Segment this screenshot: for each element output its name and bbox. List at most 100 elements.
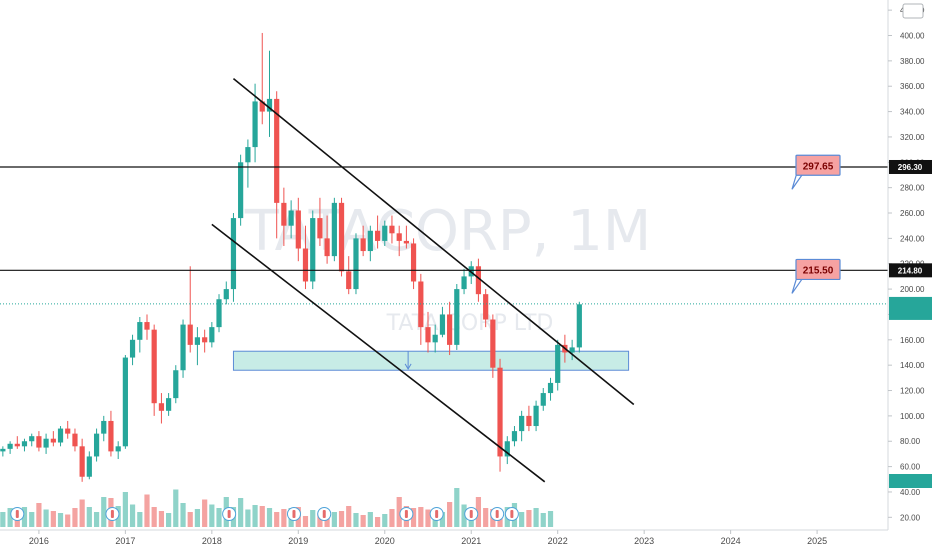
price-tick-label: 60.00 [900,463,921,472]
event-icon [10,507,25,521]
event-icon [504,507,519,521]
candle-body [382,225,388,241]
volume-bar [353,513,359,527]
volume-bar [36,503,42,527]
volume-bar [144,494,150,527]
candle-body [245,147,251,163]
volume-bar [21,507,28,527]
volume-bar [7,508,13,527]
volume-bar [57,513,64,527]
volume-bar [367,512,373,527]
volume-bar [389,509,395,527]
candle-body [295,210,301,249]
volume-bar [540,513,546,527]
candle-body [158,403,165,411]
price-tick-label: 80.00 [900,437,921,446]
volume-bar [281,509,287,527]
event-icon-mark [495,510,499,518]
candle-body [519,415,525,432]
candle-body [252,101,258,148]
candle-body [223,289,229,300]
volume-bar [302,516,309,527]
candle-body [187,324,193,345]
candle-body [86,456,92,477]
candle-body [576,304,582,348]
volume-bar [252,505,258,527]
volume-bar [526,510,532,527]
candle-body [79,446,85,477]
candle-body [353,238,359,290]
volume-bar [274,512,280,527]
candle-body [396,233,402,241]
volume-bar [382,514,388,527]
candle-body [57,428,64,443]
candle-body [194,337,201,345]
volume-bar [101,497,107,527]
volume-bar [50,511,56,527]
volume-label [889,474,932,488]
price-callout: 215.50 [791,258,841,294]
candle-body [331,202,337,257]
measure-arrowhead [404,363,412,370]
volume-bar [65,514,71,527]
volume-bar [461,504,467,527]
event-icon [399,507,414,521]
price-tick-label: 40.00 [900,488,921,497]
time-tick-label: 2024 [721,536,741,546]
candle-body [238,162,244,219]
event-icon-mark [322,510,326,518]
volume-bar [0,512,6,527]
candle-body [374,230,381,241]
candle-body [302,248,309,282]
candle-body [101,420,107,434]
volume-bar [79,499,85,527]
volume-bar [187,512,193,527]
candle-body [483,294,489,320]
price-tick-label: 320.00 [900,133,925,142]
volume-bar [317,513,323,527]
time-tick-label: 2021 [461,536,481,546]
candle-body [490,319,496,368]
price-tick-label: 200.00 [900,285,925,294]
time-tick-label: 2025 [807,536,827,546]
candle-body [129,339,136,358]
candle-body [367,230,373,252]
time-tick-label: 2018 [202,536,222,546]
volume-bar [259,506,265,527]
candle-body [555,344,561,383]
volume-bar [346,506,352,527]
event-icon-mark [15,510,19,518]
channel-trendline [211,223,546,483]
candle-body [0,448,6,452]
candle-body [122,357,128,447]
price-tick-label: 400.00 [900,32,925,41]
volume-bar [43,509,49,527]
event-icon-mark [110,510,114,518]
candle-body [274,98,280,203]
volume-bar [173,489,179,527]
candle-body [432,334,438,343]
candle-body [360,238,366,252]
candle-body [410,243,417,282]
volume-bar [137,512,143,527]
candle-body [346,271,352,290]
volume-bar [533,508,539,527]
price-tick-label: 20.00 [900,513,921,522]
volume-bar [129,504,136,527]
volume-bar [266,508,273,527]
candle-body [389,225,395,234]
candle-body [50,438,56,443]
candle-body [317,218,323,239]
time-tick-label: 2020 [375,536,395,546]
volume-bar [324,517,330,527]
candle-body [533,405,539,427]
support-zone [232,350,630,371]
time-tick-label: 2017 [115,536,135,546]
candle-body [439,314,446,335]
price-tick-label: 260.00 [900,209,925,218]
candle-body [173,370,179,399]
time-tick-label: 2023 [634,536,654,546]
event-icon [429,507,444,521]
time-tick-label: 2022 [548,536,568,546]
